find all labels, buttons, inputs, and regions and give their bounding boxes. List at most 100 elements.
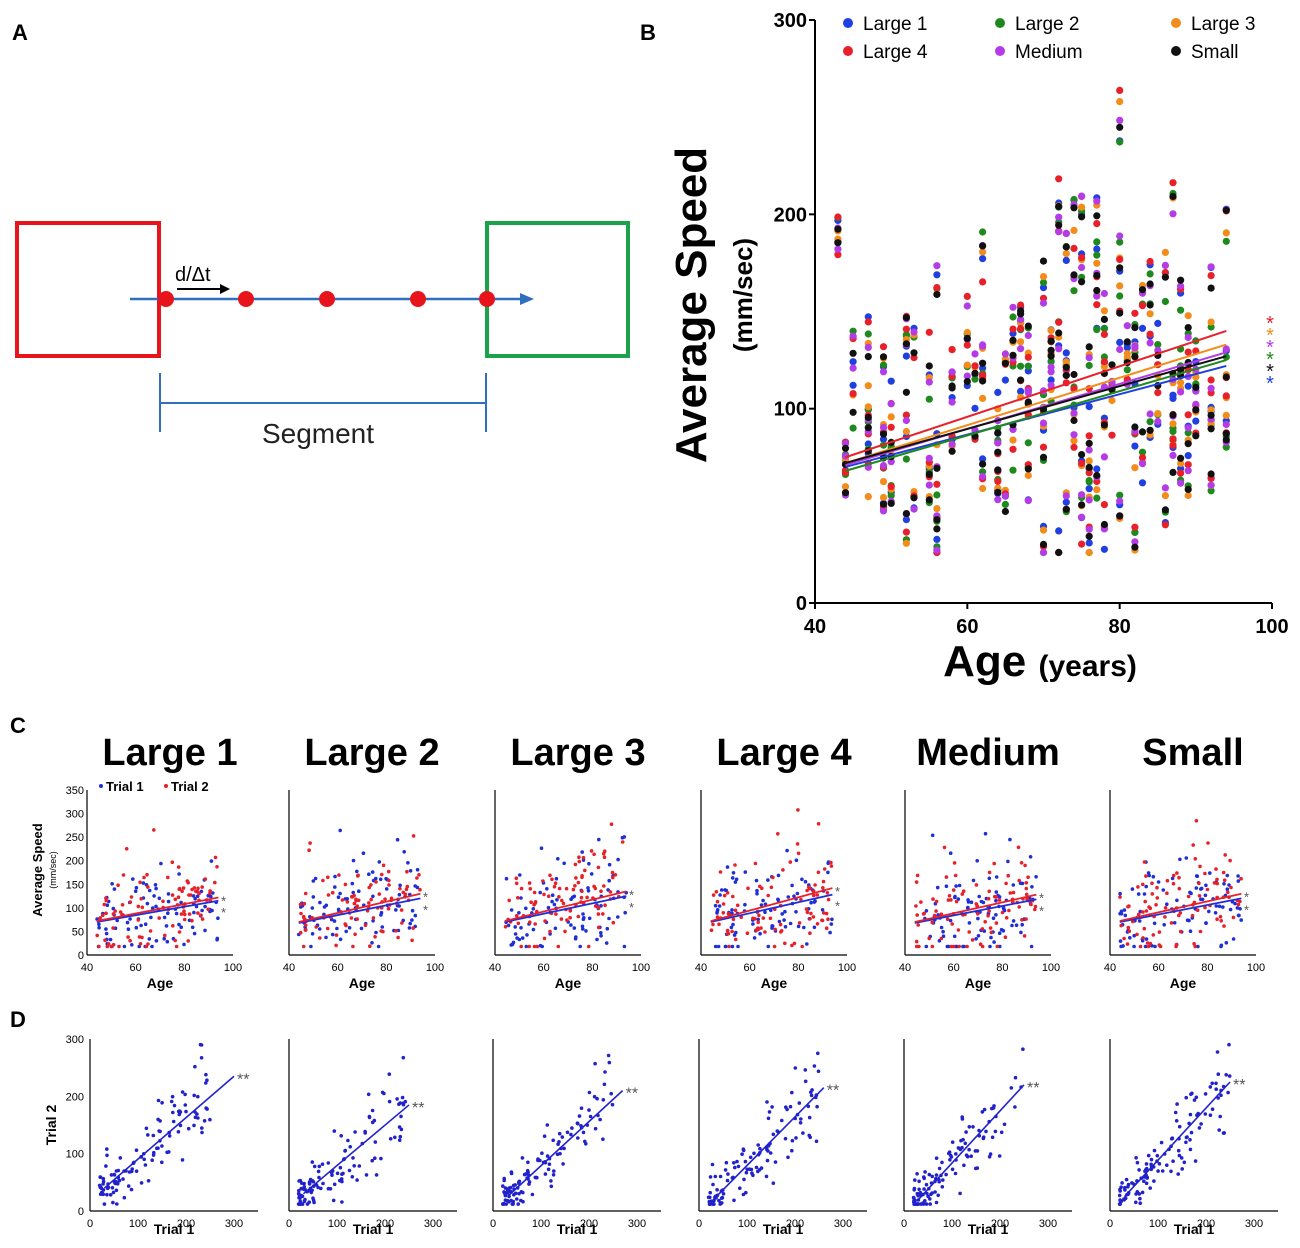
data-point [1144, 909, 1149, 913]
data-point [200, 917, 205, 921]
data-point [368, 944, 372, 948]
data-point [1017, 878, 1021, 883]
y-tick-label: 0 [78, 950, 84, 962]
data-point [1221, 1131, 1226, 1135]
data-point [597, 837, 601, 842]
data-point [775, 1129, 780, 1133]
data-point [176, 865, 181, 869]
data-point [1122, 936, 1126, 941]
data-point [981, 1135, 986, 1139]
data-point [956, 928, 961, 932]
data-point [163, 933, 167, 938]
data-point [1116, 491, 1124, 499]
data-point [322, 905, 327, 909]
y-tick-label: 0 [796, 593, 807, 615]
data-point [987, 889, 991, 894]
data-point [154, 904, 158, 909]
data-point [1039, 453, 1048, 461]
data-point [1006, 873, 1010, 878]
x-tick-label: 60 [1153, 962, 1165, 974]
data-point [712, 1202, 716, 1206]
data-point [993, 894, 997, 899]
data-point [521, 1190, 525, 1195]
data-point [1184, 324, 1192, 332]
data-point [1176, 1172, 1180, 1176]
data-point [879, 430, 888, 438]
data-point [1078, 501, 1086, 509]
data-point [208, 891, 212, 896]
data-point [1019, 930, 1023, 935]
data-point [979, 255, 987, 263]
panel-label-d: D [10, 1007, 26, 1032]
data-point [1137, 1168, 1141, 1172]
data-point [1194, 886, 1199, 890]
data-point [149, 915, 153, 920]
data-point [1116, 309, 1124, 317]
data-point [902, 427, 911, 436]
data-point [513, 932, 518, 936]
data-point [1093, 238, 1101, 246]
data-point [1116, 497, 1124, 505]
data-point [535, 944, 540, 949]
data-point [573, 884, 577, 888]
data-point [367, 1115, 372, 1120]
data-point [203, 877, 208, 881]
data-point [744, 1190, 748, 1195]
data-point [326, 1161, 331, 1165]
data-point [808, 931, 812, 935]
data-point [307, 848, 311, 852]
data-point [180, 889, 184, 893]
data-point [367, 901, 371, 905]
data-point [200, 1130, 204, 1135]
data-point [1226, 1090, 1230, 1095]
data-point [948, 1158, 952, 1162]
data-point [790, 943, 794, 948]
data-point [809, 1093, 814, 1098]
x-axis-title: Trial 1 [763, 1221, 804, 1237]
data-point [401, 890, 406, 895]
data-point [330, 1173, 334, 1177]
data-point [400, 1095, 405, 1100]
data-point [501, 1184, 505, 1188]
data-point [334, 933, 339, 937]
data-point [887, 492, 895, 500]
data-point [1017, 376, 1025, 384]
data-point [112, 1172, 116, 1177]
data-point [191, 894, 196, 898]
data-point [1171, 1159, 1175, 1163]
data-point [933, 271, 941, 279]
data-point [1039, 278, 1048, 287]
data-point [933, 1190, 937, 1194]
data-point [1020, 881, 1025, 886]
velocity-arrow-head [220, 284, 230, 294]
data-point [1144, 884, 1148, 889]
data-point [1024, 471, 1032, 480]
x-axis-title-main: Age [943, 637, 1038, 686]
data-point [786, 1155, 790, 1160]
data-point [170, 1094, 175, 1099]
data-point [580, 924, 585, 929]
data-point [616, 857, 620, 862]
data-point [552, 902, 557, 907]
data-point [1024, 892, 1029, 897]
data-point [994, 488, 1002, 496]
data-point [933, 505, 941, 513]
data-point [1154, 417, 1162, 426]
data-point [182, 917, 187, 922]
data-point [182, 942, 186, 947]
x-tick-label: 200 [177, 1218, 195, 1230]
data-point [395, 1097, 399, 1101]
data-point [924, 1202, 929, 1206]
data-point [785, 848, 789, 853]
data-point [794, 1136, 798, 1140]
data-point [557, 895, 561, 899]
data-point [1155, 896, 1160, 900]
data-point [824, 911, 829, 916]
legend-marker [843, 18, 853, 28]
fit-line [914, 898, 1037, 924]
data-point [1144, 1181, 1149, 1186]
data-point [1100, 315, 1108, 323]
data-point [508, 1185, 513, 1190]
data-point [849, 349, 857, 357]
data-point [1118, 1187, 1122, 1192]
